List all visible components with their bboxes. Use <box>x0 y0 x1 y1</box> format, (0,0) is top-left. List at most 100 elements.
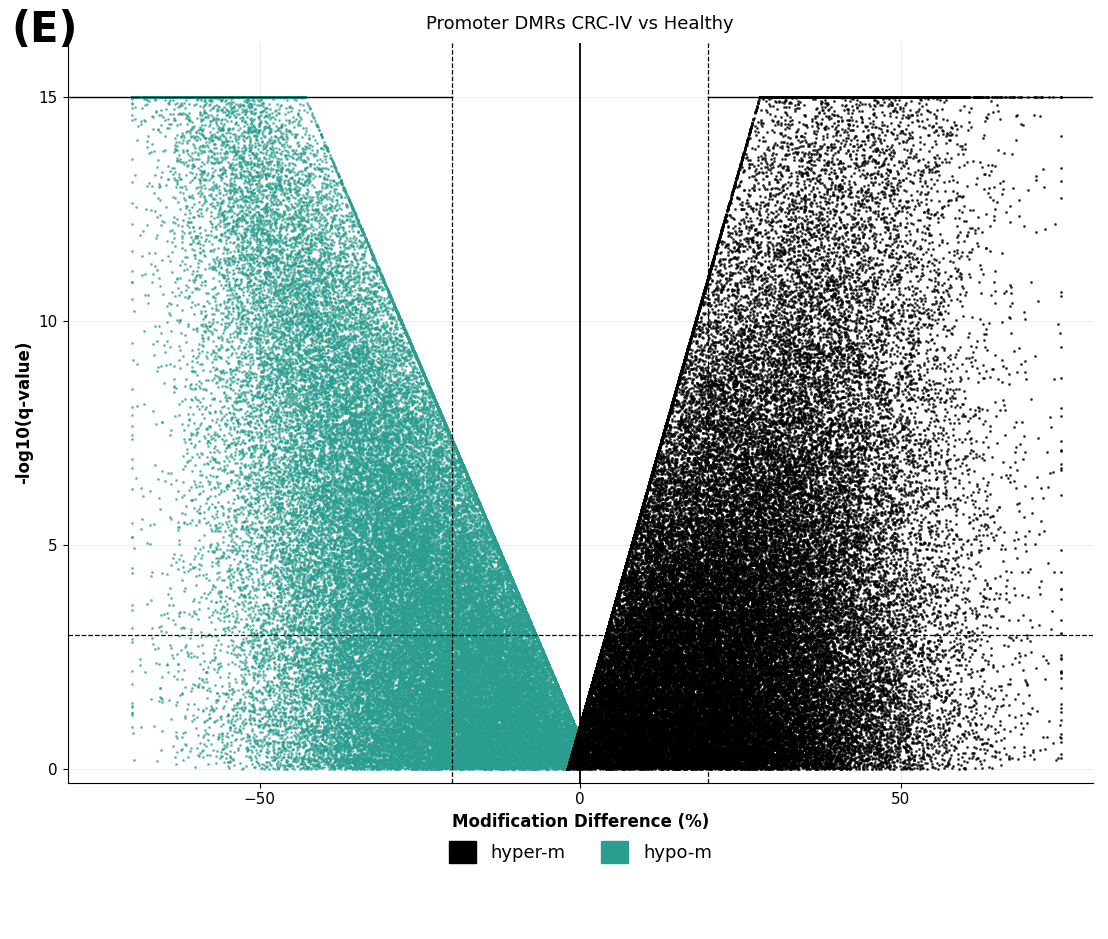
Point <box>327 640 345 655</box>
Point <box>325 324 342 339</box>
Point <box>252 406 269 421</box>
Point <box>454 460 472 475</box>
Point <box>629 743 647 758</box>
Point <box>686 526 704 541</box>
Point <box>544 670 562 685</box>
Point <box>815 460 833 475</box>
Point <box>485 663 503 678</box>
Point <box>350 438 368 453</box>
Point <box>453 632 471 647</box>
Point <box>706 424 724 439</box>
Point <box>413 362 431 377</box>
Point <box>675 747 692 762</box>
Point <box>737 657 755 672</box>
Point <box>701 264 719 279</box>
Point <box>543 746 561 761</box>
Point <box>592 647 609 662</box>
Point <box>371 266 389 281</box>
Point <box>416 402 433 417</box>
Point <box>577 746 595 761</box>
Point <box>392 564 410 579</box>
Point <box>721 629 739 644</box>
Point <box>697 672 715 687</box>
Point <box>809 518 827 533</box>
Point <box>885 739 903 754</box>
Point <box>582 683 599 698</box>
Point <box>433 732 451 747</box>
Point <box>749 616 767 631</box>
Point <box>524 744 542 759</box>
Point <box>784 519 802 534</box>
Point <box>398 709 416 724</box>
Point <box>375 685 392 700</box>
Point <box>743 596 761 611</box>
Point <box>587 674 605 689</box>
Point <box>799 753 817 768</box>
Point <box>773 645 791 660</box>
Point <box>783 685 801 700</box>
Point <box>556 696 574 711</box>
Point <box>711 528 729 543</box>
Point <box>544 668 562 683</box>
Point <box>885 630 903 645</box>
Point <box>683 753 700 768</box>
Point <box>611 580 628 595</box>
Point <box>566 718 584 733</box>
Point <box>572 737 589 752</box>
Point <box>331 753 349 768</box>
Point <box>553 740 571 755</box>
Point <box>496 557 514 572</box>
Point <box>909 337 926 352</box>
Point <box>778 338 796 353</box>
Point <box>510 588 527 603</box>
Point <box>570 727 587 742</box>
Point <box>753 657 771 672</box>
Point <box>692 675 710 690</box>
Point <box>430 744 448 759</box>
Point <box>544 667 562 682</box>
Point <box>697 657 715 672</box>
Point <box>468 611 485 626</box>
Point <box>564 753 582 768</box>
Point <box>295 755 312 770</box>
Point <box>637 729 655 744</box>
Point <box>249 89 267 104</box>
Point <box>830 672 848 687</box>
Point <box>288 655 306 670</box>
Point <box>675 704 692 719</box>
Point <box>577 747 595 762</box>
Point <box>633 715 650 730</box>
Point <box>452 684 470 699</box>
Point <box>575 740 593 755</box>
Point <box>534 712 552 727</box>
Point <box>417 709 434 724</box>
Point <box>835 282 853 297</box>
Point <box>394 594 412 609</box>
Point <box>678 673 696 688</box>
Point <box>839 546 856 561</box>
Point <box>683 399 700 414</box>
Point <box>507 669 525 684</box>
Point <box>370 594 388 609</box>
Point <box>442 632 460 647</box>
Point <box>636 629 654 644</box>
Point <box>543 700 561 715</box>
Point <box>338 402 356 417</box>
Point <box>709 585 727 600</box>
Point <box>206 89 224 104</box>
Point <box>316 733 334 748</box>
Point <box>368 741 386 756</box>
Point <box>392 669 410 684</box>
Point <box>360 716 378 731</box>
Point <box>565 737 583 752</box>
Point <box>743 537 761 552</box>
Point <box>892 709 910 724</box>
Point <box>673 594 690 609</box>
Point <box>581 684 598 699</box>
Point <box>750 607 768 622</box>
Point <box>674 595 691 610</box>
Point <box>556 695 574 710</box>
Point <box>709 589 727 604</box>
Point <box>346 711 363 726</box>
Point <box>671 515 689 530</box>
